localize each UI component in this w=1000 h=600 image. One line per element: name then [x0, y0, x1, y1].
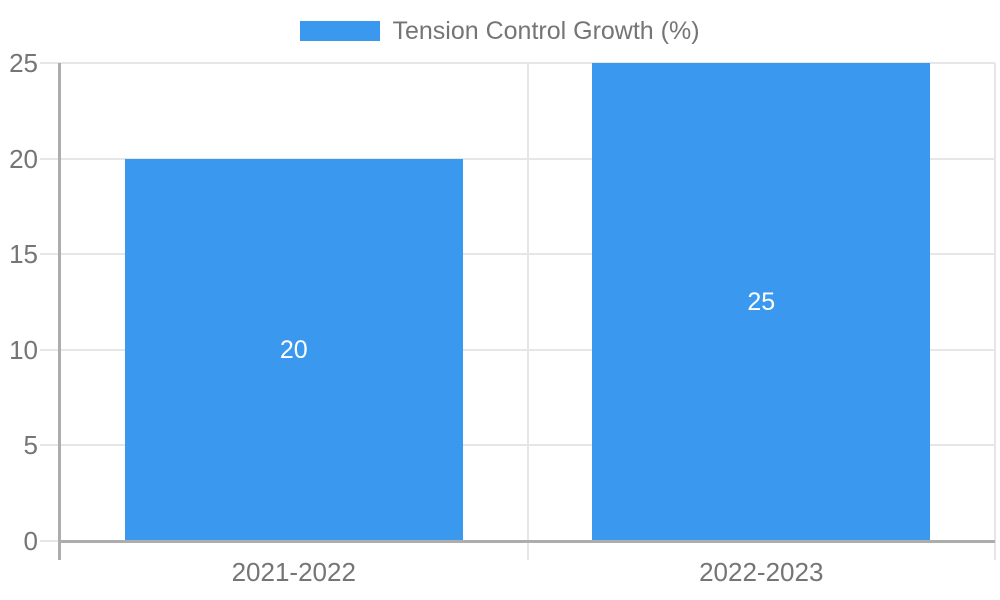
plot-area: 0 5 10 15 20 25 20 2021-2022 25 2022-2023: [9, 48, 996, 587]
ytick-label-10: 10: [9, 334, 38, 365]
ytick-label-20: 20: [9, 143, 38, 174]
gridline-x-1: [526, 63, 529, 560]
bar-2021-2022[interactable]: [124, 158, 463, 541]
ytick-mark-0: [40, 540, 60, 542]
ytick-mark-15: [40, 253, 60, 256]
bar-value-label-2021-2022: 20: [279, 335, 308, 364]
ytick-mark-5: [40, 444, 60, 447]
bar-2022-2023[interactable]: [592, 63, 931, 541]
ytick-mark-10: [40, 348, 60, 351]
ytick-mark-20: [40, 157, 60, 160]
x-axis-baseline: [60, 540, 995, 543]
legend-label: Tension Control Growth (%): [392, 16, 700, 45]
xcat-label-2022-2023: 2022-2023: [699, 557, 824, 587]
y-axis-line: [58, 63, 61, 560]
ytick-mark-25: [40, 62, 60, 64]
bar-value-label-2022-2023: 25: [747, 288, 776, 316]
ytick-label-5: 5: [23, 430, 38, 461]
legend-swatch: [300, 21, 381, 41]
xcat-label-2021-2022: 2021-2022: [231, 557, 356, 587]
ytick-label-25: 25: [9, 48, 38, 78]
legend[interactable]: Tension Control Growth (%): [0, 16, 1000, 46]
ytick-label-0: 0: [23, 526, 38, 556]
gridline-x-2: [994, 63, 996, 560]
ytick-label-15: 15: [9, 239, 38, 270]
